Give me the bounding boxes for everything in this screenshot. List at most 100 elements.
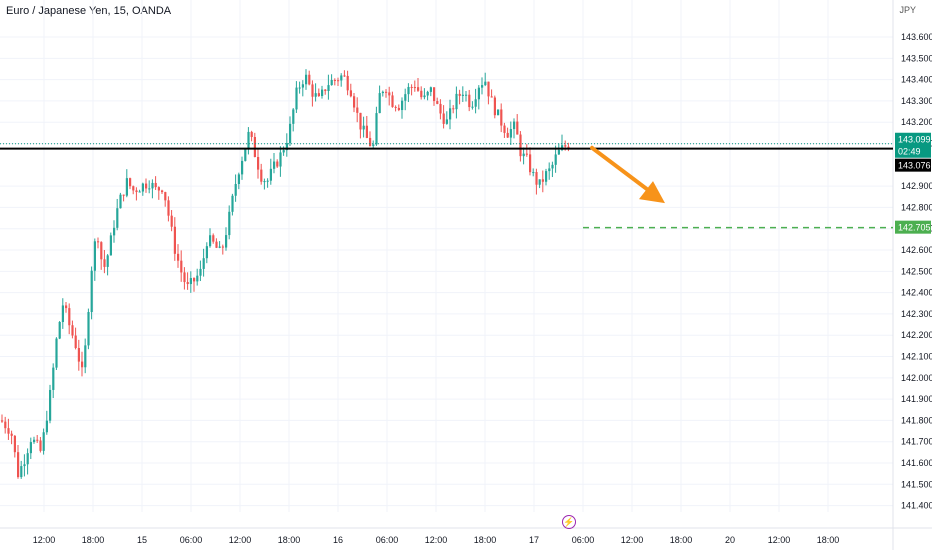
candle-body [477, 87, 480, 100]
candle-body [33, 439, 36, 443]
candle-body [65, 305, 68, 309]
candle-body [173, 226, 176, 254]
candle-body [212, 235, 215, 242]
y-tick-label: 142.300 [901, 309, 932, 319]
candle-body [458, 93, 461, 96]
candle-body [535, 172, 538, 185]
candle-body [193, 278, 196, 282]
candle-body [29, 442, 32, 454]
candle-body [532, 172, 535, 174]
candle-body [481, 85, 484, 88]
price-label: 143.076 [898, 161, 931, 171]
candle-body [84, 345, 87, 368]
x-tick-label: 16 [333, 535, 343, 545]
candle-body [253, 136, 256, 158]
candle-body [551, 164, 554, 169]
currency-label: JPY [899, 5, 916, 15]
candle-body [209, 235, 212, 247]
y-tick-label: 141.900 [901, 394, 932, 404]
y-tick-label: 142.400 [901, 288, 932, 298]
candle-body [423, 95, 426, 98]
candle-body [417, 87, 420, 91]
candle-body [442, 113, 445, 124]
candle-body [356, 107, 359, 113]
candle-body [135, 190, 138, 193]
candle-body [378, 93, 381, 114]
candle-body [445, 119, 448, 124]
candle-body [433, 87, 436, 102]
lightning-icon[interactable]: ⚡ [562, 515, 576, 529]
candle-body [234, 183, 237, 196]
candle-body [436, 101, 439, 104]
candle-body [202, 258, 205, 269]
candle-body [330, 79, 333, 86]
y-tick-label: 141.600 [901, 458, 932, 468]
candle-body [132, 186, 135, 191]
candle-body [241, 160, 244, 175]
candle-body [218, 246, 221, 248]
candle-body [129, 178, 132, 187]
candle-body [529, 154, 532, 173]
candle-body [23, 464, 26, 467]
candle-body [4, 421, 7, 429]
candle-body [119, 194, 122, 209]
candle-body [346, 75, 349, 91]
candle-body [503, 125, 506, 133]
chart-title: Euro / Japanese Yen, 15, OANDA [6, 5, 172, 17]
x-tick-label: 15 [137, 535, 147, 545]
candle-body [1, 420, 4, 422]
candle-body [257, 157, 260, 170]
arrow-head [639, 181, 665, 204]
candle-body [141, 183, 144, 192]
candle-body [548, 168, 551, 172]
candle-body [161, 190, 164, 193]
candle-body [311, 84, 314, 97]
candle-body [97, 241, 100, 243]
arrow-shaft [590, 145, 653, 195]
candle-body [289, 123, 292, 144]
candle-body [100, 242, 103, 260]
candle-body [167, 200, 170, 216]
candle-body [545, 171, 548, 182]
candle-body [122, 194, 125, 196]
y-tick-label: 143.400 [901, 75, 932, 85]
x-tick-label: 18:00 [817, 535, 840, 545]
candle-body [420, 90, 423, 98]
candle-body [68, 308, 71, 326]
y-tick-label: 143.600 [901, 32, 932, 42]
x-tick-label: 12:00 [33, 535, 56, 545]
candle-body [42, 432, 45, 451]
candle-body [74, 335, 77, 349]
candle-body [353, 96, 356, 108]
candle-body [298, 87, 301, 89]
candle-body [465, 94, 468, 96]
price-label-bg [895, 132, 931, 146]
candle-body [17, 452, 20, 478]
candle-body [343, 75, 346, 77]
candle-body [452, 108, 455, 110]
price-label: 02:49 [898, 147, 921, 157]
candle-body [308, 74, 311, 85]
price-label-bg [895, 144, 931, 158]
candle-body [215, 241, 218, 248]
candle-body [455, 93, 458, 110]
candle-body [516, 121, 519, 135]
candle-body [183, 272, 186, 283]
candle-body [359, 112, 362, 130]
candle-body [103, 259, 106, 267]
candle-body [333, 79, 336, 81]
candle-body [186, 282, 189, 285]
candle-body [401, 100, 404, 111]
x-tick-label: 12:00 [621, 535, 644, 545]
candle-body [557, 149, 560, 155]
candle-body [282, 150, 285, 153]
candle-body [381, 91, 384, 94]
candle-body [247, 131, 250, 149]
candle-body [468, 94, 471, 108]
candle-body [426, 91, 429, 96]
candle-body [93, 241, 96, 271]
y-tick-label: 143.300 [901, 96, 932, 106]
candle-body [61, 305, 64, 323]
candle-body [324, 89, 327, 92]
